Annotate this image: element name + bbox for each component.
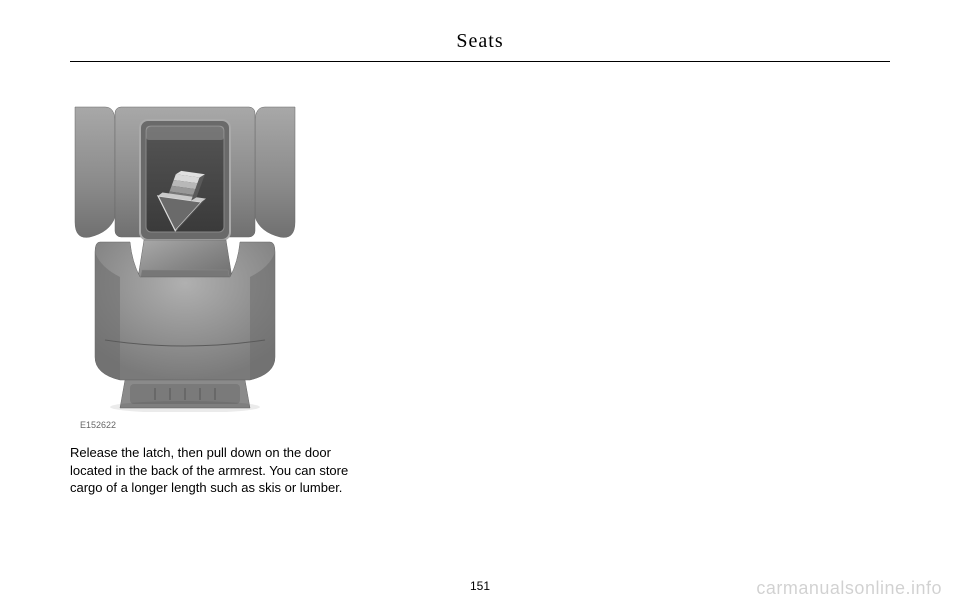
figure-caption: E152622 <box>80 420 890 430</box>
page-header: Seats <box>70 30 890 62</box>
section-title: Seats <box>70 30 890 53</box>
instruction-paragraph: Release the latch, then pull down on the… <box>70 444 370 497</box>
watermark-text: carmanualsonline.info <box>756 578 942 599</box>
armrest-figure <box>70 102 300 412</box>
armrest-illustration <box>70 102 300 412</box>
content-column: E152622 Release the latch, then pull dow… <box>70 82 890 497</box>
page-container: Seats <box>0 0 960 611</box>
